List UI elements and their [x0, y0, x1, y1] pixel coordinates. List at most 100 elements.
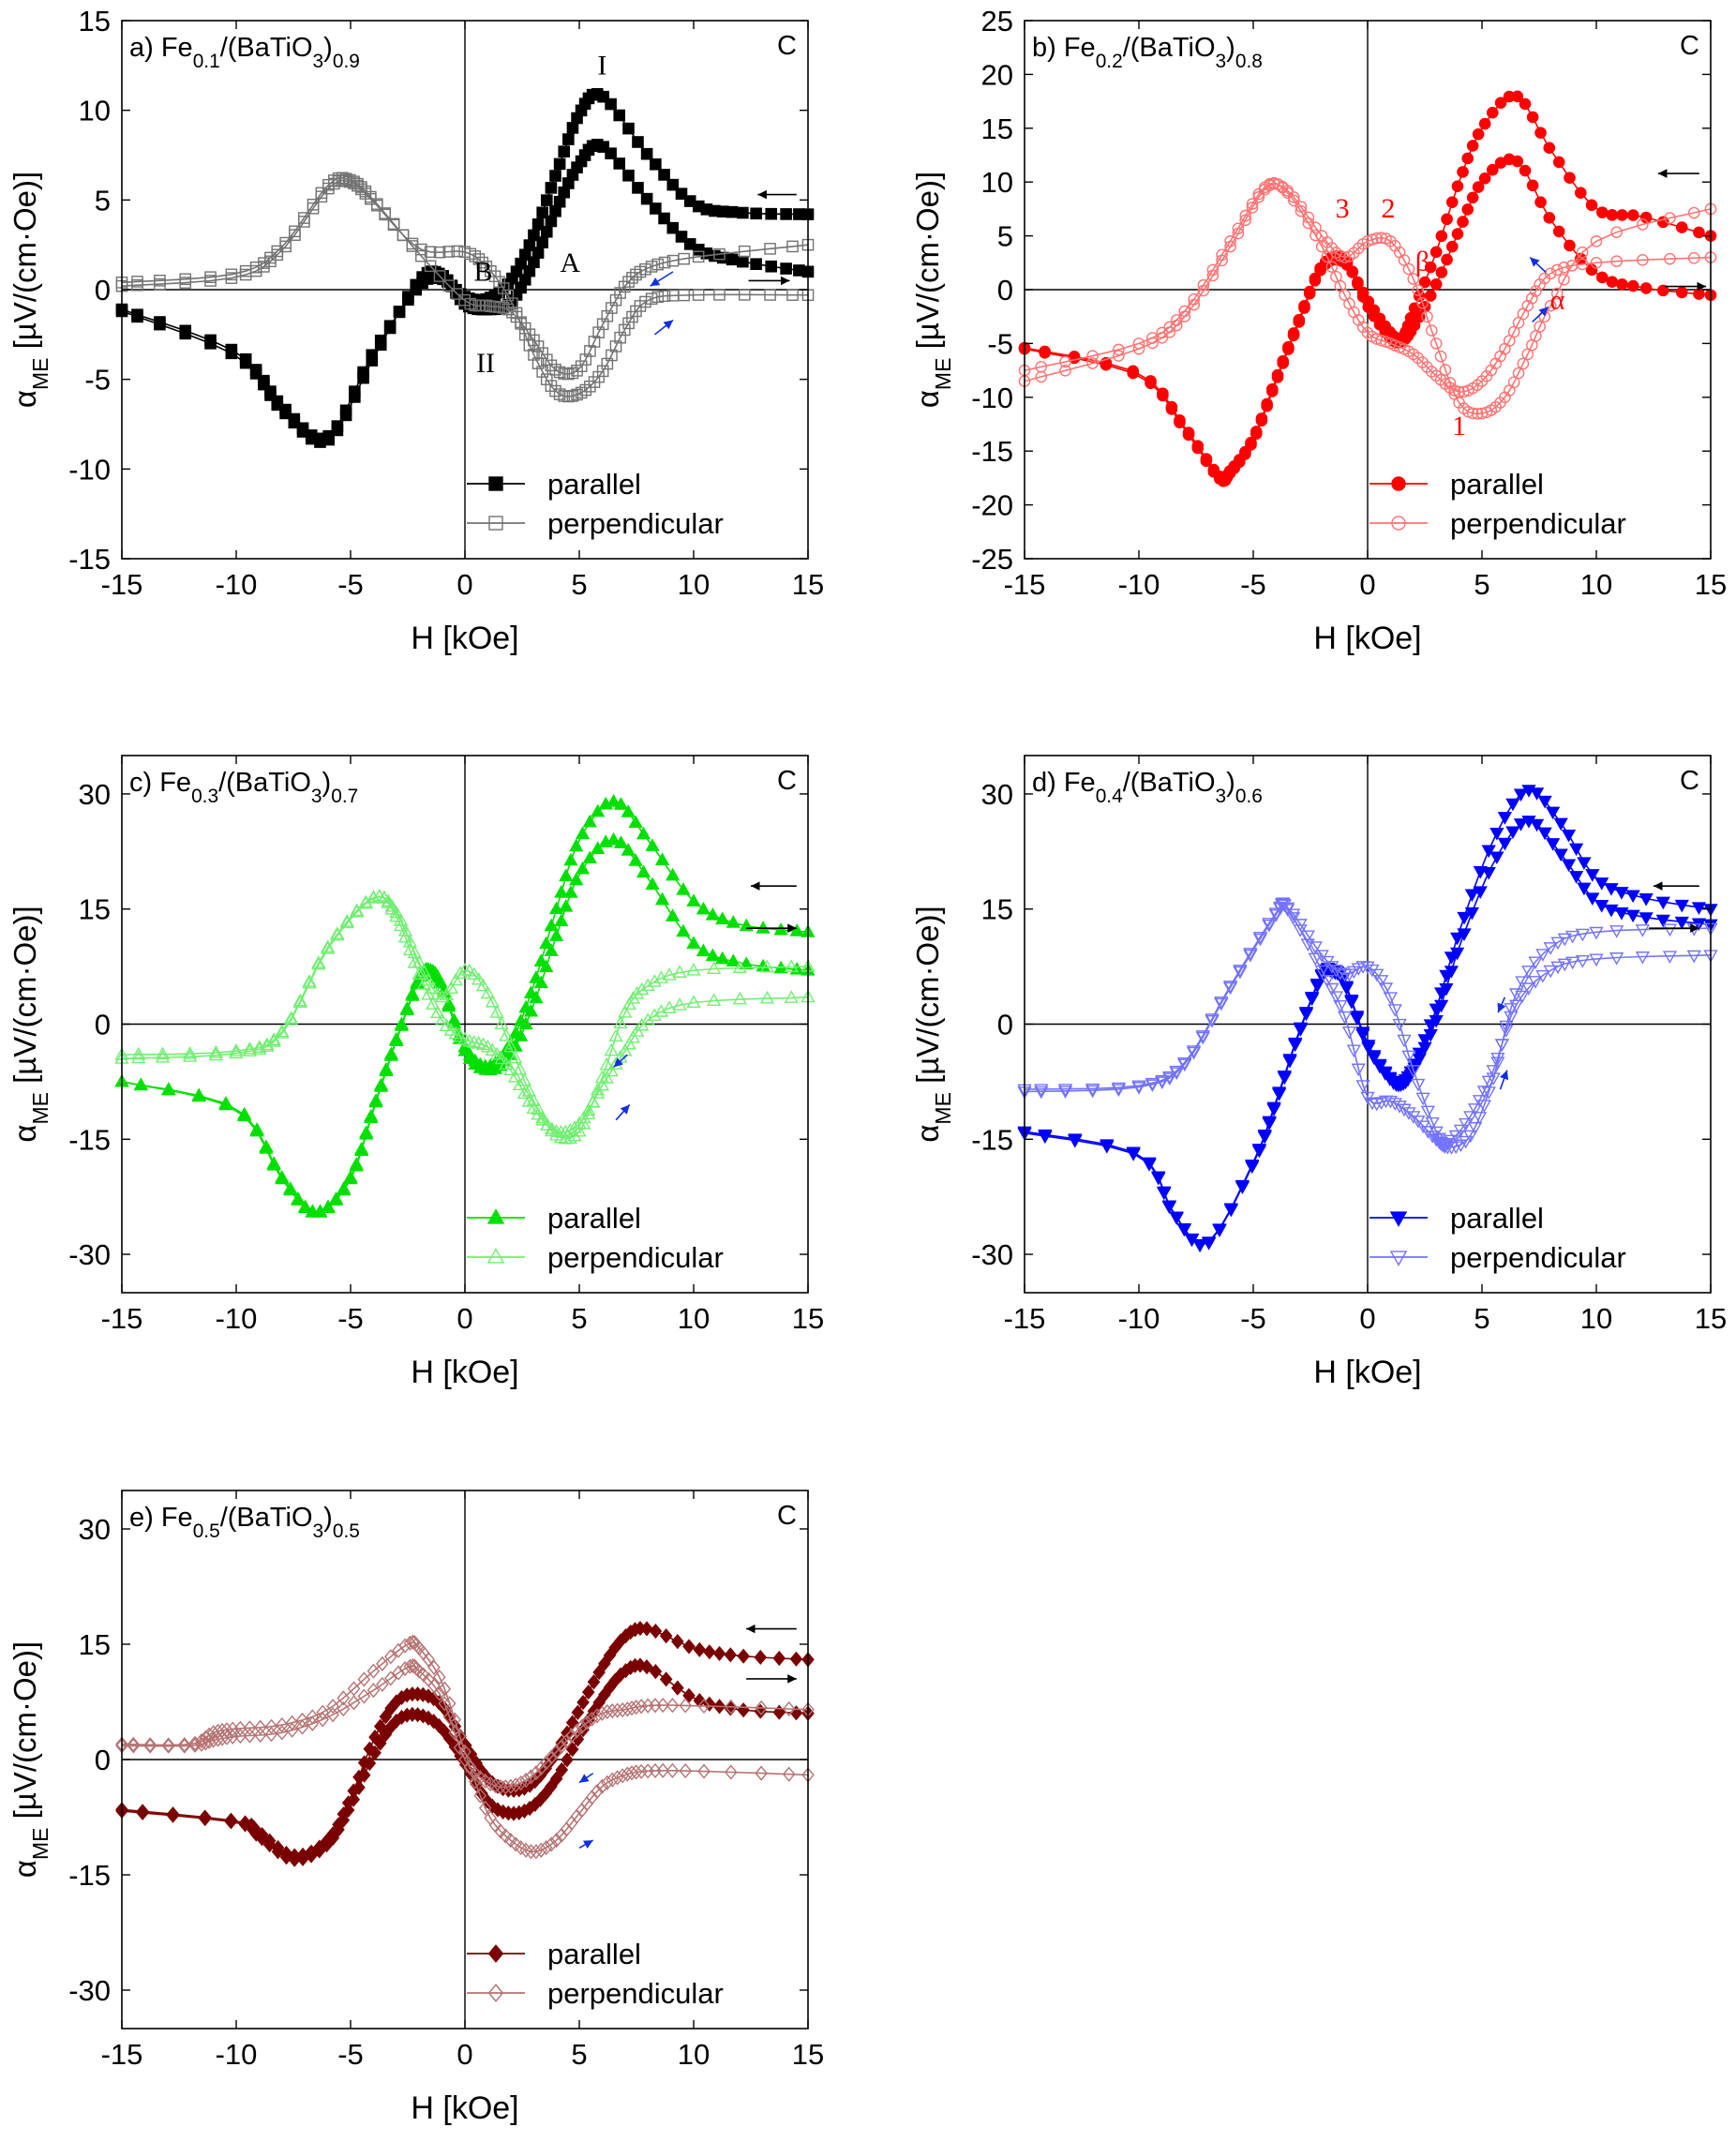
series-line: [121, 895, 809, 1140]
data-point: [621, 996, 636, 1011]
series-perpendicular: [1018, 176, 1717, 420]
data-point: [678, 289, 690, 302]
legend: parallel perpendicular: [1369, 1202, 1626, 1274]
legend-label-perpendicular: perpendicular: [547, 507, 724, 540]
data-point: [575, 1718, 589, 1735]
data-point: [1178, 310, 1191, 323]
data-point: [755, 1765, 768, 1781]
data-point: [1466, 140, 1479, 152]
data-point: [1635, 951, 1651, 965]
data-point: [1378, 1068, 1393, 1082]
data-point: [1472, 1112, 1488, 1125]
data-point: [1251, 1145, 1267, 1159]
data-point: [592, 326, 605, 338]
data-point: [609, 293, 622, 307]
data-point: [571, 365, 583, 377]
data-point: [1451, 228, 1464, 240]
data-point: [1252, 931, 1268, 945]
data-point: [493, 276, 505, 289]
y-tick-label: -5: [84, 364, 111, 397]
data-point: [366, 891, 382, 904]
data-point: [1402, 262, 1415, 276]
data-point: [582, 850, 597, 864]
data-point: [166, 1807, 180, 1823]
corner-label: C: [1680, 31, 1699, 61]
data-point: [1497, 812, 1513, 825]
data-point: [548, 901, 564, 915]
data-point: [548, 928, 564, 941]
data-point: [462, 1033, 477, 1047]
x-axis-label: H [kOe]: [411, 1355, 518, 1390]
chart-panel-e: -15 -10 -5 0 5 10 15 -30 -15 0 15 30 e) Fe0.5/(BaTiO…: [7, 1490, 824, 2126]
data-point: [1552, 156, 1565, 169]
data-point: [1059, 364, 1071, 377]
data-point: [509, 1777, 523, 1793]
data-point: [451, 288, 464, 300]
data-point: [379, 1063, 394, 1077]
data-point: [724, 1647, 738, 1663]
data-point: [531, 1101, 546, 1116]
data-point: [1675, 286, 1688, 299]
data-point: [350, 904, 365, 918]
data-point: [679, 1763, 693, 1779]
data-point: [1245, 436, 1257, 449]
data-point: [683, 195, 696, 207]
data-point: [1471, 408, 1484, 420]
data-point: [598, 1655, 611, 1671]
data-point: [1444, 966, 1459, 979]
data-point: [1127, 365, 1140, 378]
data-point: [1039, 345, 1051, 358]
data-point: [1068, 1135, 1083, 1148]
data-point: [1368, 309, 1381, 322]
data-point: [1476, 1100, 1492, 1113]
data-point: [1197, 284, 1210, 297]
data-point: [433, 1670, 446, 1685]
data-point: [1268, 908, 1284, 922]
data-point: [545, 1123, 560, 1137]
data-point: [1243, 948, 1258, 961]
sweep-arrow-blue: [1529, 256, 1547, 274]
y-tick-label: -15: [971, 435, 1013, 468]
data-point: [575, 386, 588, 399]
data-point: [662, 1000, 677, 1013]
data-point: [1365, 1097, 1380, 1111]
data-point: [424, 246, 437, 259]
data-point: [1288, 194, 1300, 207]
data-point: [1415, 1092, 1430, 1106]
data-point: [590, 1086, 606, 1099]
data-point: [1361, 1041, 1376, 1056]
data-point: [632, 136, 644, 148]
data-point: [368, 1745, 382, 1760]
chart-panel-c: -15 -10 -5 0 5 10 15 -30 -15 0 15 30 c) Fe0.3/(BaTiO…: [7, 755, 824, 1390]
data-point: [1287, 327, 1300, 339]
data-point: [357, 371, 369, 384]
data-point: [1261, 397, 1273, 411]
data-point: [262, 1836, 277, 1853]
data-point: [367, 1663, 381, 1679]
data-point: [376, 1676, 389, 1692]
data-point: [1057, 1084, 1073, 1097]
data-point: [1300, 930, 1315, 944]
data-point: [1457, 216, 1469, 228]
sweep-arrow-blue: [1499, 1070, 1509, 1090]
data-point: [457, 1042, 472, 1056]
data-point: [1561, 829, 1577, 843]
data-point: [1298, 300, 1310, 312]
data-point: [671, 1680, 684, 1696]
data-point: [1486, 1065, 1501, 1078]
data-point: [1626, 279, 1639, 292]
legend-label-parallel: parallel: [1450, 1202, 1544, 1235]
data-point: [544, 918, 559, 932]
data-point: [1515, 990, 1530, 1004]
data-point: [285, 1722, 299, 1738]
data-point: [433, 1685, 446, 1701]
data-point: [389, 905, 404, 919]
data-point: [590, 1082, 606, 1096]
data-point: [352, 1779, 366, 1795]
data-point: [540, 1117, 555, 1131]
data-point: [1126, 1148, 1141, 1161]
data-point: [1625, 890, 1640, 904]
data-point: [1266, 1103, 1281, 1116]
data-point: [399, 1002, 414, 1016]
data-point: [1195, 1031, 1210, 1045]
